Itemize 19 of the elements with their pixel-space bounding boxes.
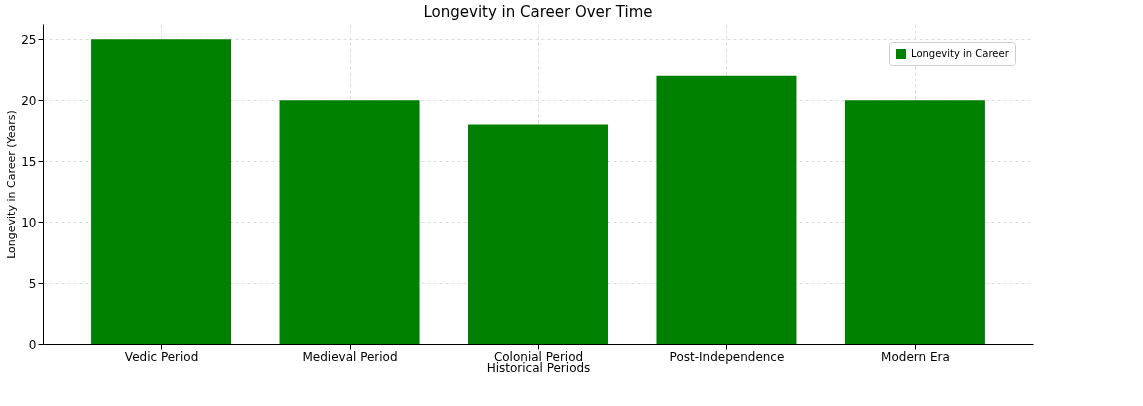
bar (279, 100, 420, 344)
legend-label: Longevity in Career (911, 48, 1010, 59)
bar (468, 124, 608, 344)
y-axis-title: Longevity in Career (Years) (5, 110, 19, 259)
x-tick-label: Medieval Period (302, 349, 398, 364)
x-tick-label: Post-Independence (669, 349, 785, 364)
x-tick-label: Modern Era (881, 349, 950, 364)
bar (656, 75, 797, 344)
y-tick-label: 15 (21, 154, 37, 169)
bar (91, 39, 232, 344)
chart-title: Longevity in Career Over Time (423, 3, 653, 21)
y-tick-label: 25 (21, 32, 37, 47)
bar (844, 100, 985, 344)
y-tick-label: 5 (28, 276, 37, 291)
y-tick-label: 0 (28, 337, 37, 352)
x-axis-title: Historical Periods (486, 360, 591, 375)
x-tick-label: Vedic Period (124, 349, 199, 364)
y-tick-label: 20 (21, 93, 37, 108)
y-tick-label: 10 (21, 215, 37, 230)
